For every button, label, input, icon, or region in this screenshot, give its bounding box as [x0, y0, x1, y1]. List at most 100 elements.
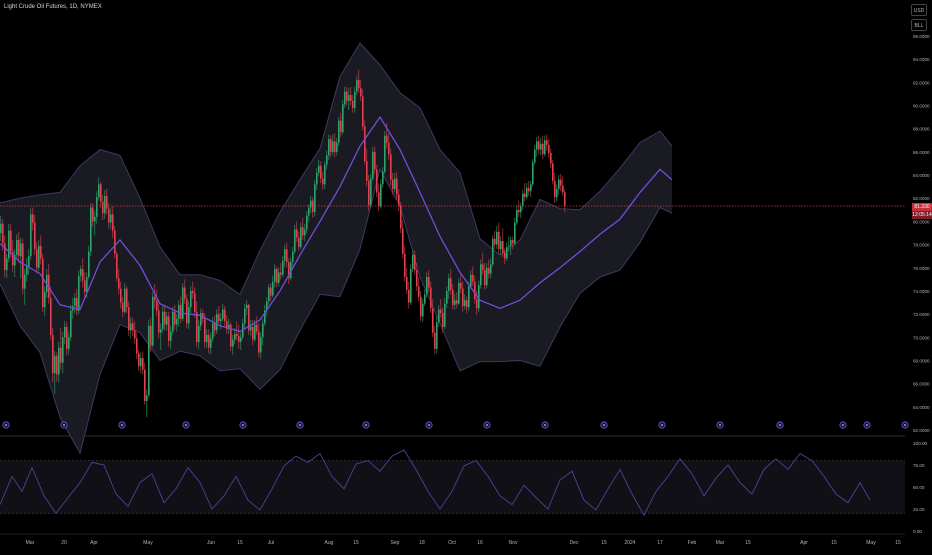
candle [380, 179, 382, 209]
rsi-line [0, 449, 871, 517]
candle [22, 238, 24, 295]
time-tick-label: 15 [895, 540, 901, 546]
candle [330, 135, 332, 158]
candle [346, 86, 348, 106]
candle [114, 226, 116, 259]
bookmark-icon[interactable] [716, 421, 724, 429]
candle [206, 329, 208, 348]
candle [514, 217, 516, 246]
candle [192, 281, 194, 300]
bookmark-icon[interactable] [483, 421, 491, 429]
candle [340, 112, 342, 137]
currency-button[interactable]: USD [911, 4, 927, 16]
candle [526, 183, 528, 200]
candle [266, 296, 268, 317]
candle [276, 266, 278, 288]
candle [122, 296, 124, 318]
bookmark-icon[interactable] [118, 421, 126, 429]
candle [322, 171, 324, 191]
bookmark-icon[interactable] [776, 421, 784, 429]
candle [288, 258, 290, 284]
candle [128, 301, 130, 337]
candle [488, 259, 490, 279]
time-tick-label: 15 [745, 540, 751, 546]
price-tick-label: 92.0000 [913, 80, 930, 85]
candle [240, 332, 242, 351]
candle [290, 257, 292, 281]
bookmark-icon[interactable] [296, 421, 304, 429]
candle [454, 294, 456, 310]
bookmark-icon[interactable] [839, 421, 847, 429]
candle [92, 202, 94, 228]
bookmark-icon[interactable] [60, 421, 68, 429]
price-tick-label: 80.0000 [913, 219, 930, 224]
candle [108, 202, 110, 229]
candle [430, 281, 432, 313]
time-tick-label: Mar [716, 540, 725, 546]
price-tick-label: 74.0000 [913, 289, 930, 294]
candle [494, 230, 496, 250]
bookmark-icon[interactable] [2, 421, 10, 429]
candle [310, 195, 312, 214]
candle [552, 159, 554, 185]
candle [406, 267, 408, 295]
rsi-tick-label: 100.00 [913, 441, 927, 446]
candle [560, 173, 562, 192]
candle [138, 350, 140, 371]
bookmark-icon[interactable] [658, 421, 666, 429]
time-tick-label: 18 [419, 540, 425, 546]
candle [328, 134, 330, 160]
candle [52, 328, 54, 383]
candle [428, 270, 430, 293]
bookmark-icon[interactable] [425, 421, 433, 429]
candle [130, 317, 132, 339]
candle [550, 148, 552, 169]
candle [388, 133, 390, 160]
basis-line [0, 115, 673, 333]
candle [544, 135, 546, 157]
candle [214, 315, 216, 337]
price-tick-label: 94.0000 [913, 57, 930, 62]
candle [44, 286, 46, 317]
candle [450, 268, 452, 295]
time-tick-label: Feb [688, 540, 697, 546]
candle [118, 268, 120, 295]
bookmark-icon[interactable] [901, 421, 909, 429]
time-tick-label: May [143, 540, 153, 546]
candle [16, 234, 18, 260]
candle [140, 352, 142, 374]
candle [324, 161, 326, 189]
candle [78, 270, 80, 315]
candle [404, 245, 406, 282]
candle [174, 304, 176, 330]
candle [296, 221, 298, 243]
bookmark-icon[interactable] [239, 421, 247, 429]
bookmark-icon[interactable] [362, 421, 370, 429]
unit-button[interactable]: BLL [911, 19, 927, 31]
candle [398, 188, 400, 211]
candle [162, 306, 164, 333]
candle [0, 215, 2, 242]
candle [280, 263, 282, 280]
candle [520, 202, 522, 218]
candle [264, 304, 266, 326]
candle [26, 258, 28, 282]
candle [10, 223, 12, 258]
candle [436, 316, 438, 354]
candle [102, 194, 104, 221]
time-tick-label: Nov [509, 540, 518, 546]
candle [258, 323, 260, 357]
bookmark-icon[interactable] [600, 421, 608, 429]
candle [180, 296, 182, 324]
candle [196, 301, 198, 347]
bookmark-icon[interactable] [182, 421, 190, 429]
candle [470, 270, 472, 289]
symbol-title: Light Crude Oil Futures, 1D, NYMEX [4, 4, 102, 10]
candle [464, 294, 466, 310]
candle [28, 249, 30, 275]
bookmark-icon[interactable] [863, 421, 871, 429]
bookmark-icon[interactable] [541, 421, 549, 429]
candle [564, 188, 566, 213]
